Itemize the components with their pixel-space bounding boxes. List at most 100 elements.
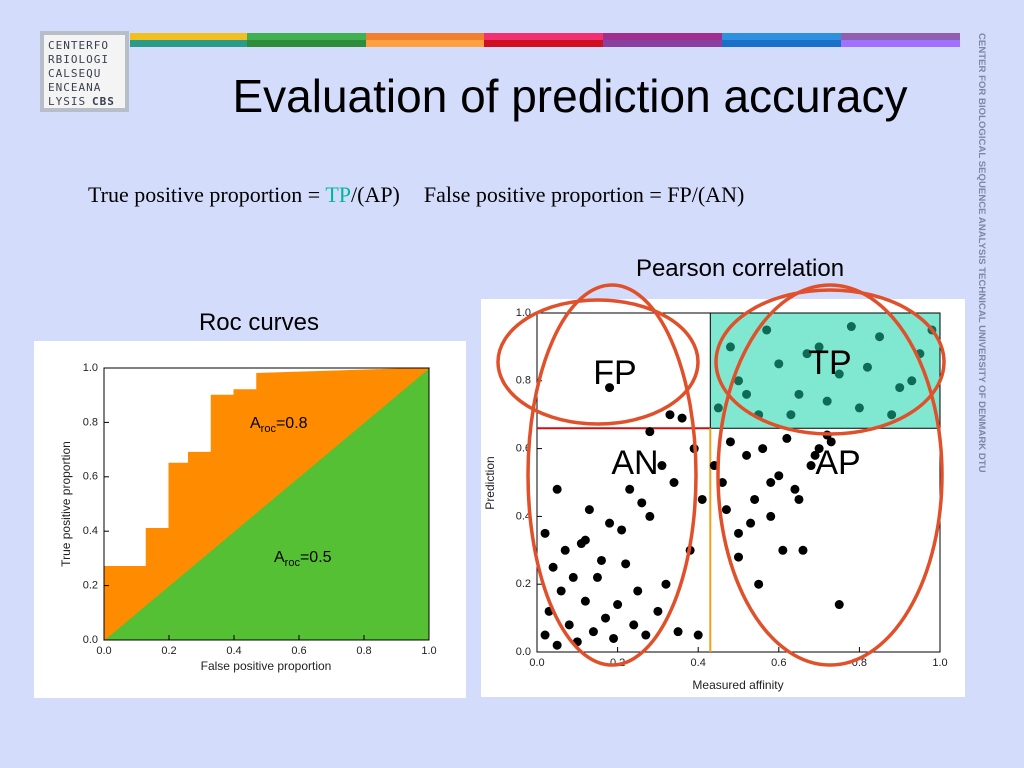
point	[617, 525, 627, 535]
point	[540, 528, 550, 538]
point	[846, 322, 856, 332]
point	[734, 376, 743, 386]
point	[592, 572, 602, 582]
point	[552, 484, 562, 494]
point	[782, 433, 792, 443]
point	[633, 586, 643, 596]
formula-text: False positive proportion = FP/(AN)	[424, 182, 744, 207]
annotation-sub: roc	[261, 423, 277, 435]
point	[605, 383, 615, 393]
y-axis-label: True positive proportion	[59, 441, 73, 567]
logo-row: CALSEQU	[48, 67, 101, 80]
x-axis-label: Measured affinity	[692, 678, 783, 692]
logo-row: RBIOLOGI	[48, 53, 109, 66]
point	[854, 403, 864, 413]
point	[794, 389, 804, 399]
point	[895, 383, 905, 393]
point	[766, 511, 776, 521]
y-tick-label: 1.0	[516, 307, 531, 319]
point	[725, 342, 735, 352]
annotation-text: A	[250, 415, 261, 432]
point	[556, 586, 566, 596]
positive-region	[709, 312, 941, 429]
point	[693, 630, 703, 640]
color-stripe	[130, 33, 960, 47]
point	[568, 572, 578, 582]
annotation: Aroc=0.8	[250, 415, 308, 435]
point	[721, 505, 731, 515]
group-ellipse	[714, 288, 946, 436]
y-tick-label: 0.8	[83, 416, 98, 428]
x-tick-label: 1.0	[932, 657, 947, 669]
region-label: AP	[815, 444, 860, 482]
point	[625, 484, 635, 494]
point	[774, 471, 784, 481]
point	[584, 505, 594, 515]
point	[588, 627, 598, 637]
group-ellipse	[526, 283, 698, 667]
point	[774, 359, 784, 369]
y-tick-label: 0.6	[83, 471, 98, 483]
logo-panel	[44, 35, 125, 108]
point	[750, 494, 760, 504]
point	[875, 332, 885, 342]
point	[814, 444, 824, 454]
roc-area	[103, 367, 431, 642]
logo-row: CENTERFO	[48, 39, 109, 52]
point	[834, 600, 844, 610]
x-tick-label: 0.4	[691, 657, 706, 669]
point	[802, 349, 812, 359]
formula-text: /(AP)	[351, 182, 400, 207]
point	[613, 600, 623, 610]
point	[641, 630, 651, 640]
formula: True positive proportion = TP/(AP) False …	[88, 182, 744, 207]
region-label: AN	[611, 444, 658, 482]
point	[605, 518, 615, 528]
point	[826, 437, 836, 447]
annotation-text: A	[274, 549, 285, 566]
formula-text: True positive proportion =	[88, 182, 325, 207]
x-tick-label: 0.0	[96, 645, 111, 657]
point	[653, 606, 663, 616]
point	[734, 528, 743, 538]
formula-tp: TP	[325, 182, 351, 207]
annotation: Aroc=0.5	[274, 549, 332, 569]
y-tick-label: 0.2	[83, 580, 98, 592]
point	[713, 403, 723, 413]
point	[762, 325, 772, 335]
point	[609, 633, 619, 643]
x-axis-label: False positive proportion	[201, 659, 332, 673]
y-tick-label: 1.0	[83, 362, 98, 374]
point	[564, 620, 574, 630]
point	[810, 450, 820, 460]
plot-frame	[103, 367, 430, 641]
group-ellipse	[716, 283, 944, 667]
point	[725, 437, 735, 447]
y-tick-label: 0.0	[516, 646, 531, 658]
logo-row: ENCEANA	[48, 81, 101, 94]
point	[629, 620, 639, 630]
x-tick-label: 0.2	[161, 645, 176, 657]
logo-badge: CBS	[92, 95, 115, 108]
point	[596, 555, 606, 565]
x-tick-label: 0.0	[529, 657, 544, 669]
y-tick-label: 0.4	[83, 525, 98, 537]
point	[580, 596, 590, 606]
point	[746, 518, 756, 528]
chart-title: Roc curves	[199, 309, 319, 336]
chart-title: Pearson correlation	[636, 255, 844, 282]
point	[742, 389, 752, 399]
group-ellipse	[496, 298, 700, 426]
point	[786, 410, 796, 420]
point	[645, 511, 655, 521]
point	[766, 478, 776, 487]
point	[677, 413, 687, 423]
point	[754, 579, 764, 589]
point	[790, 484, 800, 494]
point	[822, 396, 832, 406]
point	[665, 410, 675, 420]
region-label: TP	[808, 344, 851, 382]
point	[621, 559, 631, 569]
point	[742, 450, 752, 460]
